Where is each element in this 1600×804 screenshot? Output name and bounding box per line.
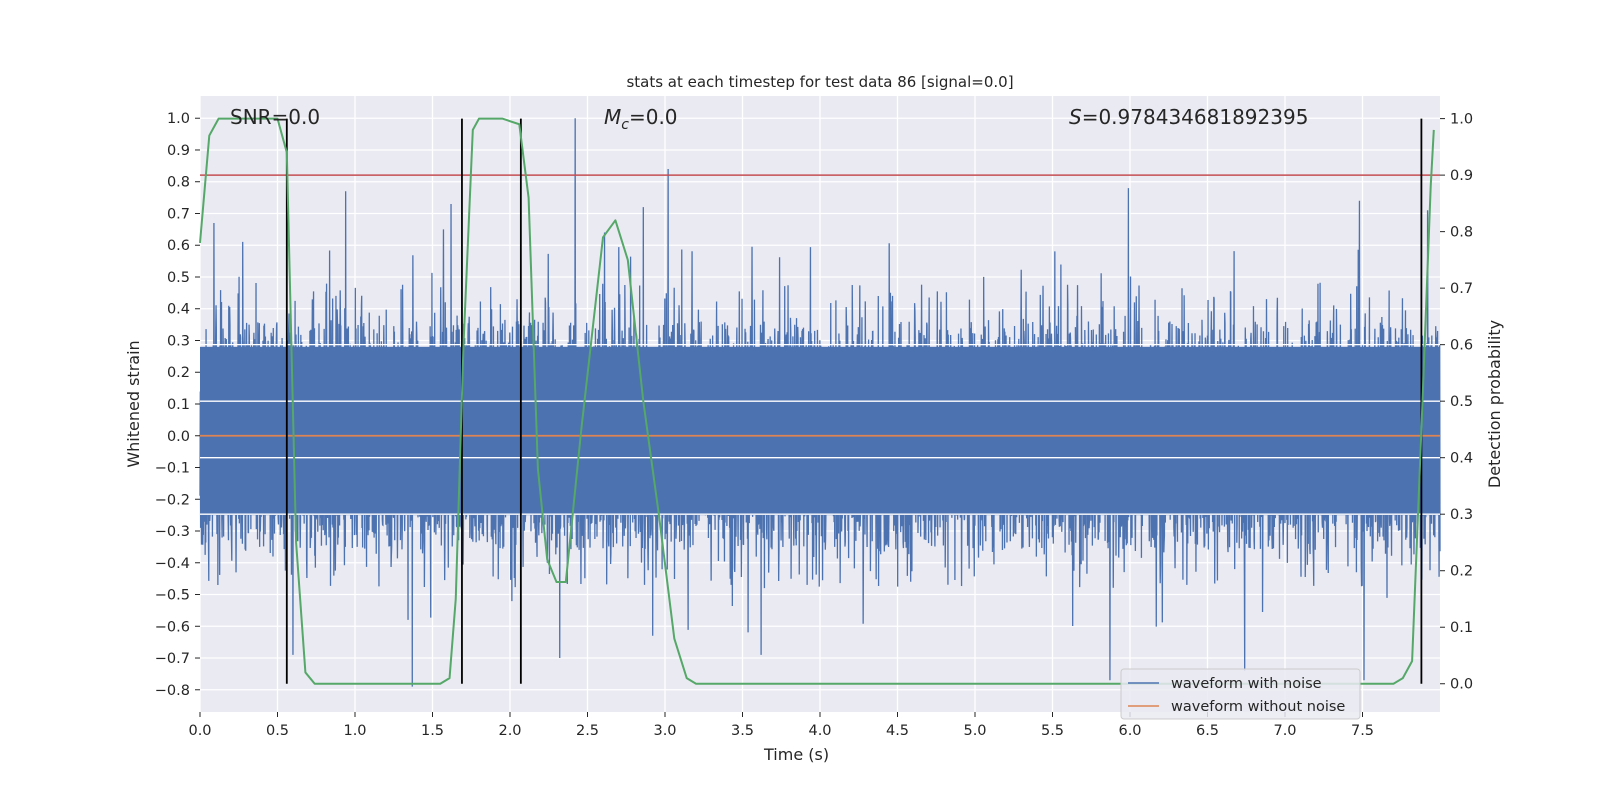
y2-tick-label: 0.8 bbox=[1450, 225, 1473, 241]
x-tick-label: 0.5 bbox=[266, 723, 289, 739]
y-tick-label: 0.7 bbox=[167, 206, 190, 222]
x-tick-label: 1.5 bbox=[421, 723, 444, 739]
y-tick-label: −0.6 bbox=[155, 619, 190, 635]
y-tick-label: −0.4 bbox=[155, 556, 190, 572]
y-tick-label: 0.0 bbox=[167, 429, 190, 445]
y-tick-label: 0.8 bbox=[167, 175, 190, 191]
noise-waveform-core bbox=[200, 346, 1440, 516]
y-tick-label: 0.6 bbox=[167, 238, 190, 254]
y2-tick-label: 0.9 bbox=[1450, 168, 1473, 184]
y2-tick-label: 0.2 bbox=[1450, 564, 1473, 580]
x-tick-label: 7.0 bbox=[1273, 723, 1296, 739]
y-tick-label: 0.5 bbox=[167, 270, 190, 286]
x-tick-label: 2.0 bbox=[498, 723, 521, 739]
x-tick-label: 4.0 bbox=[808, 723, 831, 739]
chart-title: stats at each timestep for test data 86 … bbox=[626, 73, 1013, 91]
chirp-mass-value: =0.0 bbox=[629, 105, 678, 129]
x-tick-label: 3.0 bbox=[653, 723, 676, 739]
x-tick-label: 5.5 bbox=[1041, 723, 1064, 739]
y2-tick-label: 0.6 bbox=[1450, 338, 1473, 354]
chirp-mass-subscript: c bbox=[621, 117, 629, 133]
y-tick-label: 0.3 bbox=[167, 333, 190, 349]
x-tick-label: 2.5 bbox=[576, 723, 599, 739]
y-tick-label: −0.7 bbox=[155, 651, 190, 667]
legend-label-clean: waveform without noise bbox=[1171, 699, 1345, 715]
x-tick-label: 6.5 bbox=[1196, 723, 1219, 739]
y2-tick-label: 1.0 bbox=[1450, 112, 1473, 128]
x-tick-label: 7.5 bbox=[1351, 723, 1374, 739]
noise-waveform-series bbox=[199, 118, 1441, 687]
legend-box bbox=[1120, 668, 1361, 720]
axes: 0.0 0.5 1.0 1.5 2.0 2.5 3.0 3.5 4.0 4.5 5.0 5.5 6.0 6… bbox=[155, 111, 1473, 739]
legend: waveform with noise waveform without noi… bbox=[1120, 668, 1361, 720]
y2-tick-label: 0.0 bbox=[1450, 677, 1473, 693]
y-tick-label: 0.4 bbox=[167, 302, 190, 318]
y-tick-label: 1.0 bbox=[167, 111, 190, 127]
y2-tick-label: 0.1 bbox=[1450, 620, 1473, 636]
y2-tick-label: 0.3 bbox=[1450, 507, 1473, 523]
y-tick-label: 0.1 bbox=[167, 397, 190, 413]
chirp-mass-symbol: M bbox=[604, 105, 621, 129]
y-axis-label: Whitened strain bbox=[124, 340, 143, 467]
legend-label-noise: waveform with noise bbox=[1171, 676, 1322, 692]
y-tick-label: −0.8 bbox=[155, 683, 190, 699]
y-tick-label: 0.9 bbox=[167, 143, 190, 159]
snr-annotation: SNR=0.0 bbox=[230, 105, 320, 129]
y-tick-label: −0.1 bbox=[155, 461, 190, 477]
y2-axis-label: Detection probability bbox=[1485, 320, 1504, 488]
chirp-mass-annotation: Mc=0.0 bbox=[604, 105, 678, 133]
y2-tick-label: 0.7 bbox=[1450, 281, 1473, 297]
x-tick-label: 3.5 bbox=[731, 723, 754, 739]
score-symbol: S bbox=[1069, 105, 1082, 129]
x-tick-label: 5.0 bbox=[963, 723, 986, 739]
y2-tick-label: 0.4 bbox=[1450, 451, 1473, 467]
x-tick-label: 1.0 bbox=[343, 723, 366, 739]
x-axis-label: Time (s) bbox=[763, 745, 829, 764]
y-tick-label: −0.5 bbox=[155, 588, 190, 604]
x-tick-label: 6.0 bbox=[1118, 723, 1141, 739]
y-tick-label: 0.2 bbox=[167, 365, 190, 381]
y-tick-label: −0.2 bbox=[155, 492, 190, 508]
y-tick-label: −0.3 bbox=[155, 524, 190, 540]
overlay-series bbox=[199, 117, 1440, 685]
y2-tick-label: 0.5 bbox=[1450, 394, 1473, 410]
score-value: =0.978434681892395 bbox=[1082, 105, 1309, 129]
x-tick-label: 0.0 bbox=[188, 723, 211, 739]
x-tick-label: 4.5 bbox=[886, 723, 909, 739]
score-annotation: S=0.978434681892395 bbox=[1069, 105, 1308, 129]
